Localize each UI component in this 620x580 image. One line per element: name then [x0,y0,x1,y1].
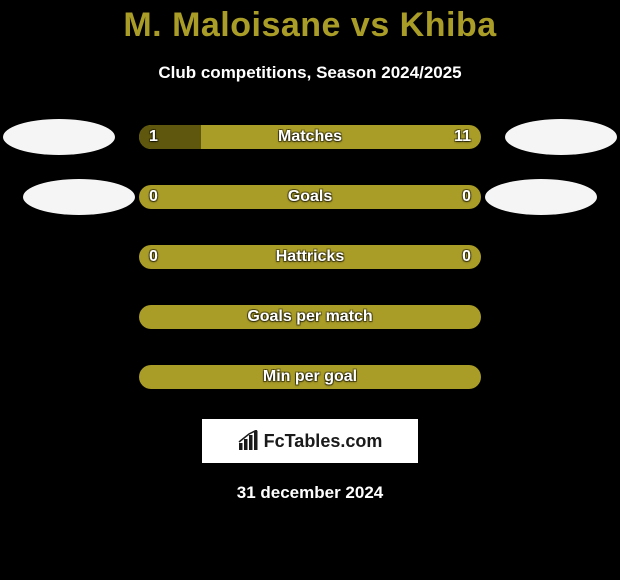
stat-row-mpg: Min per goal [0,359,620,395]
stat-row-matches: 1Matches11 [0,119,620,155]
stat-label: Goals [139,185,481,209]
right-team-badge [485,179,597,215]
stat-bar: 0Hattricks0 [139,245,481,269]
right-badge-placeholder [505,359,617,395]
left-team-badge [3,119,115,155]
stat-bar: 1Matches11 [139,125,481,149]
bars-icon [238,430,260,452]
stat-label: Hattricks [139,245,481,269]
stat-label: Matches [139,125,481,149]
stat-bar: Min per goal [139,365,481,389]
stat-bar: Goals per match [139,305,481,329]
stat-label: Min per goal [139,365,481,389]
left-badge-placeholder [3,239,115,275]
right-value: 0 [462,185,471,209]
right-badge-placeholder [505,239,617,275]
title: M. Maloisane vs Khiba [0,6,620,45]
right-value: 11 [454,125,471,149]
left-badge-placeholder [3,359,115,395]
left-badge-placeholder [3,299,115,335]
right-team-badge [505,119,617,155]
stat-row-hattricks: 0Hattricks0 [0,239,620,275]
stat-row-gpm: Goals per match [0,299,620,335]
stat-label: Goals per match [139,305,481,329]
subtitle: Club competitions, Season 2024/2025 [0,63,620,83]
stat-bar: 0Goals0 [139,185,481,209]
right-badge-placeholder [505,299,617,335]
stat-row-goals: 0Goals0 [0,179,620,215]
right-value: 0 [462,245,471,269]
comparison-card: M. Maloisane vs Khiba Club competitions,… [0,0,620,580]
left-team-badge [23,179,135,215]
stat-rows: 1Matches110Goals00Hattricks0Goals per ma… [0,119,620,395]
brand-text: FcTables.com [264,431,383,452]
brand-box: FcTables.com [202,419,418,463]
date: 31 december 2024 [0,483,620,503]
